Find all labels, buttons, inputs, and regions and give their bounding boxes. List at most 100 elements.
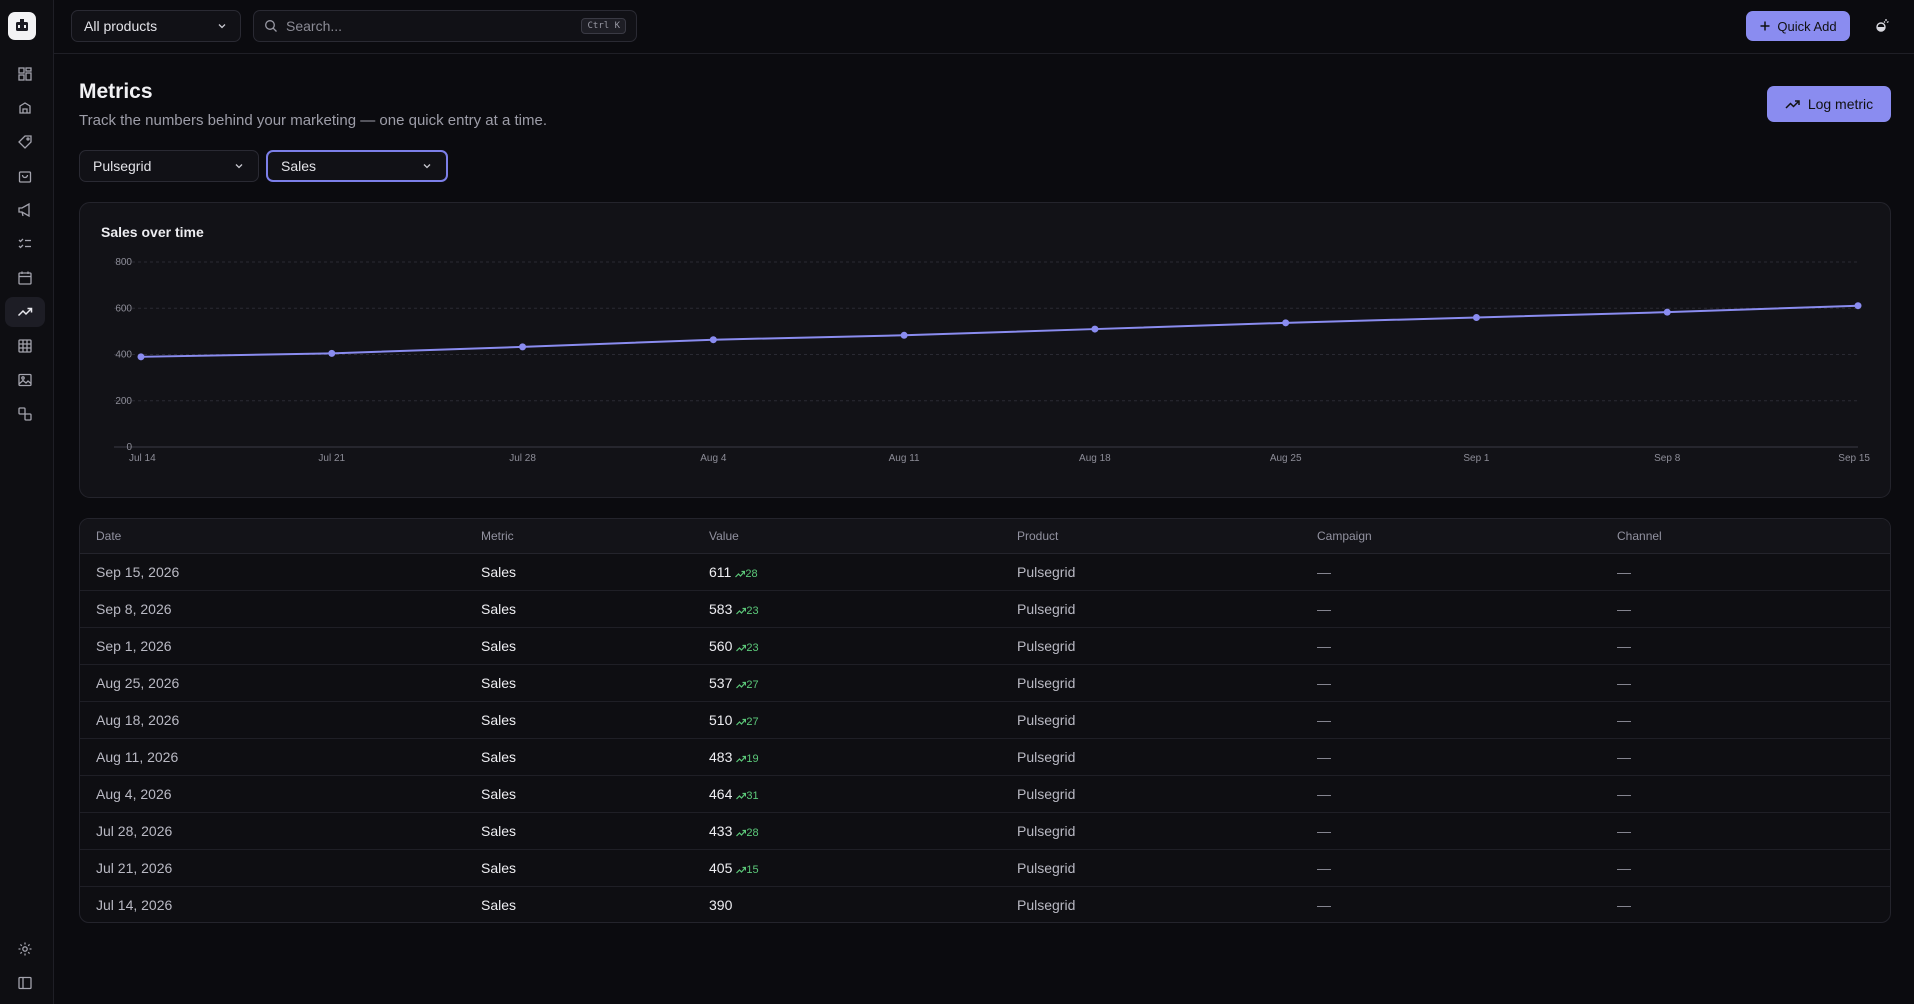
sidebar-item-campaigns[interactable]: [5, 195, 45, 225]
y-tick-label: 400: [115, 350, 132, 361]
cell-metric: Sales: [481, 701, 709, 739]
cell-product: Pulsegrid: [1017, 738, 1317, 776]
data-point: [900, 331, 908, 339]
log-metric-button[interactable]: Log metric: [1767, 86, 1891, 122]
log-metric-label: Log metric: [1807, 96, 1874, 112]
column-header-value[interactable]: Value: [709, 519, 1017, 554]
table-row[interactable]: Aug 11, 2026 Sales 483 19 Pulsegrid — —: [80, 738, 1890, 776]
trend-up-icon: [736, 607, 747, 615]
x-tick-label: Aug 11: [889, 453, 920, 464]
cell-date: Aug 11, 2026: [80, 738, 481, 776]
delta-badge: 19: [736, 753, 759, 765]
cell-channel: —: [1617, 849, 1890, 887]
cell-campaign: —: [1317, 627, 1617, 665]
sidebar-item-tables[interactable]: [5, 331, 45, 361]
value-text: 583: [709, 600, 733, 617]
data-point: [1282, 319, 1290, 327]
sidebar-item-collapse[interactable]: [5, 968, 45, 998]
data-point: [137, 353, 145, 361]
y-tick-label: 0: [126, 442, 132, 453]
table-row[interactable]: Aug 25, 2026 Sales 537 27 Pulsegrid — —: [80, 664, 1890, 702]
settings-icon: [18, 942, 32, 956]
sidebar-item-dashboard[interactable]: [5, 59, 45, 89]
cell-date: Sep 15, 2026: [80, 553, 481, 591]
column-header-channel[interactable]: Channel: [1617, 519, 1890, 554]
product-filter-value: Pulsegrid: [93, 158, 152, 174]
trend-up-icon: [1785, 100, 1800, 109]
y-tick-label: 600: [115, 303, 132, 314]
delta-badge: 28: [736, 827, 759, 839]
table-row[interactable]: Jul 28, 2026 Sales 433 28 Pulsegrid — —: [80, 812, 1890, 850]
sidebar-item-tasks[interactable]: [5, 229, 45, 259]
product-filter-select[interactable]: Pulsegrid: [79, 150, 259, 182]
sidebar-toggle-icon: [18, 976, 32, 990]
sidebar-item-calendar[interactable]: [5, 263, 45, 293]
table-row[interactable]: Jul 14, 2026 Sales 390 Pulsegrid — —: [80, 886, 1890, 922]
cell-product: Pulsegrid: [1017, 812, 1317, 850]
table-row[interactable]: Sep 15, 2026 Sales 611 28 Pulsegrid — —: [80, 553, 1890, 591]
sidebar-item-tags[interactable]: [5, 127, 45, 157]
sidebar-item-orders[interactable]: [5, 161, 45, 191]
cell-channel: —: [1617, 590, 1890, 628]
search-input[interactable]: Search... Ctrl K: [253, 10, 637, 42]
table-row[interactable]: Sep 8, 2026 Sales 583 23 Pulsegrid — —: [80, 590, 1890, 628]
sidebar-item-products[interactable]: [5, 93, 45, 123]
cell-channel: —: [1617, 738, 1890, 776]
column-header-metric[interactable]: Metric: [481, 519, 709, 554]
column-header-date[interactable]: Date: [80, 519, 481, 554]
product-select-value: All products: [84, 18, 158, 34]
cell-product: Pulsegrid: [1017, 775, 1317, 813]
cell-metric: Sales: [481, 627, 709, 665]
value-text: 611: [709, 563, 732, 580]
table-row[interactable]: Aug 18, 2026 Sales 510 27 Pulsegrid — —: [80, 701, 1890, 739]
cell-date: Sep 1, 2026: [80, 627, 481, 665]
cell-metric: Sales: [481, 812, 709, 850]
data-point: [1091, 325, 1099, 333]
chevron-down-icon: [218, 24, 226, 29]
trend-icon: [17, 307, 33, 317]
table-row[interactable]: Sep 1, 2026 Sales 560 23 Pulsegrid — —: [80, 627, 1890, 665]
value-text: 464: [709, 785, 733, 802]
cell-campaign: —: [1317, 896, 1331, 913]
column-header-product[interactable]: Product: [1017, 519, 1317, 554]
sidebar-item-settings[interactable]: [5, 934, 45, 964]
product-select[interactable]: All products: [71, 10, 241, 42]
cell-value: 433 28: [709, 812, 1017, 850]
table-row[interactable]: Jul 21, 2026 Sales 405 15 Pulsegrid — —: [80, 849, 1890, 887]
table-row[interactable]: Aug 4, 2026 Sales 464 31 Pulsegrid — —: [80, 775, 1890, 813]
chevron-down-icon: [235, 164, 243, 169]
x-tick-label: Aug 25: [1270, 453, 1302, 464]
theme-toggle-icon: [1876, 19, 1889, 32]
data-point: [1663, 308, 1671, 316]
theme-toggle-button[interactable]: [1872, 16, 1892, 36]
cell-channel: —: [1617, 701, 1890, 739]
x-tick-label: Aug 18: [1079, 453, 1111, 464]
cell-campaign: —: [1317, 553, 1617, 591]
sidebar-item-metrics[interactable]: [5, 297, 45, 327]
value-text: 510: [709, 711, 733, 728]
cell-channel: —: [1617, 775, 1890, 813]
trend-up-icon: [736, 718, 747, 726]
value-text: 405: [709, 859, 733, 876]
quick-add-button[interactable]: Quick Add: [1746, 11, 1850, 41]
cell-metric: Sales: [481, 849, 709, 887]
value-text: 560: [709, 637, 733, 654]
delta-badge: 27: [736, 716, 759, 728]
cell-channel: —: [1617, 664, 1890, 702]
value-text: 433: [709, 822, 733, 839]
delta-badge: 15: [736, 864, 759, 876]
trend-up-icon: [736, 829, 747, 837]
x-tick-label: Jul 14: [129, 453, 156, 464]
sidebar: [0, 0, 54, 1004]
cell-value: 510 27: [709, 701, 1017, 739]
metric-filter-select[interactable]: Sales: [266, 150, 448, 182]
sidebar-item-integrations[interactable]: [5, 399, 45, 429]
sales-line-chart: 0 200 400 600 800 Jul 14 Jul 21 Jul 28 Aug 4 Aug …: [114, 257, 1870, 464]
delta-badge: 27: [736, 679, 759, 691]
sidebar-item-media[interactable]: [5, 365, 45, 395]
app-logo-icon[interactable]: [8, 12, 36, 40]
cell-product: Pulsegrid: [1017, 590, 1317, 628]
trend-up-icon: [735, 570, 746, 578]
x-tick-label: Jul 21: [318, 453, 345, 464]
column-header-campaign[interactable]: Campaign: [1317, 519, 1617, 554]
